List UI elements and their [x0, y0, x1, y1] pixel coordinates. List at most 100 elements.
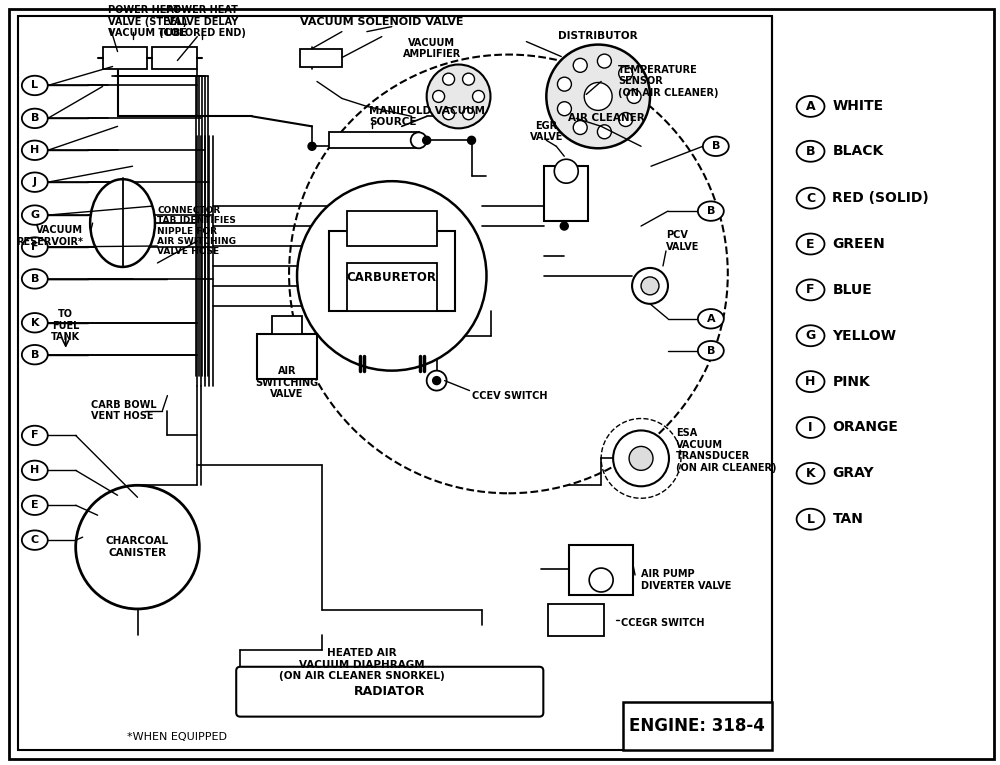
- Bar: [569, 545, 633, 595]
- Text: TEMPERATURE
SENSOR
(ON AIR CLEANER): TEMPERATURE SENSOR (ON AIR CLEANER): [618, 65, 719, 98]
- Bar: [548, 604, 604, 636]
- Circle shape: [627, 90, 641, 103]
- Text: F: F: [806, 283, 815, 296]
- Circle shape: [443, 73, 455, 85]
- Ellipse shape: [90, 179, 155, 267]
- Text: B: B: [31, 274, 39, 284]
- Text: BLACK: BLACK: [832, 145, 884, 158]
- Circle shape: [76, 485, 199, 609]
- Text: B: B: [707, 206, 715, 216]
- Circle shape: [641, 277, 659, 295]
- Ellipse shape: [22, 426, 48, 445]
- Text: B: B: [806, 145, 815, 158]
- Circle shape: [597, 54, 611, 68]
- Text: B: B: [707, 346, 715, 356]
- Text: B: B: [712, 142, 720, 151]
- Text: RADIATOR: RADIATOR: [354, 685, 426, 698]
- Text: A: A: [806, 100, 815, 113]
- Ellipse shape: [698, 201, 724, 221]
- Ellipse shape: [22, 237, 48, 257]
- Circle shape: [546, 44, 650, 148]
- Circle shape: [443, 108, 455, 119]
- Text: H: H: [30, 145, 39, 155]
- Text: G: G: [30, 210, 39, 220]
- Circle shape: [629, 447, 653, 470]
- Text: YELLOW: YELLOW: [832, 329, 896, 343]
- Ellipse shape: [797, 279, 825, 301]
- Text: VACUUM
AMPLIFIER: VACUUM AMPLIFIER: [403, 37, 461, 60]
- Circle shape: [573, 58, 587, 73]
- Ellipse shape: [797, 509, 825, 529]
- Bar: [623, 702, 772, 750]
- Text: E: E: [806, 237, 815, 250]
- Text: H: H: [805, 375, 816, 388]
- Ellipse shape: [22, 205, 48, 225]
- Text: DISTRIBUTOR: DISTRIBUTOR: [558, 31, 638, 41]
- Text: C: C: [806, 192, 815, 205]
- Text: HEATED AIR
VACUUM DIAPHRAGM
(ON AIR CLEANER SNORKEL): HEATED AIR VACUUM DIAPHRAGM (ON AIR CLEA…: [279, 648, 445, 682]
- Text: F: F: [31, 431, 39, 441]
- Bar: [329, 231, 455, 311]
- Ellipse shape: [797, 233, 825, 255]
- Ellipse shape: [698, 309, 724, 328]
- Ellipse shape: [22, 313, 48, 333]
- Ellipse shape: [797, 96, 825, 117]
- Circle shape: [427, 370, 447, 391]
- Text: CARBURETOR: CARBURETOR: [347, 272, 437, 285]
- Text: AIR
SWITCHING
VALVE: AIR SWITCHING VALVE: [256, 366, 319, 399]
- Circle shape: [463, 108, 475, 119]
- Text: ORANGE: ORANGE: [832, 421, 898, 435]
- Ellipse shape: [797, 463, 825, 483]
- Bar: [103, 47, 147, 69]
- Text: GREEN: GREEN: [832, 237, 885, 251]
- Text: *WHEN EQUIPPED: *WHEN EQUIPPED: [127, 731, 227, 741]
- Text: C: C: [31, 536, 39, 545]
- Circle shape: [584, 83, 612, 110]
- Bar: [257, 334, 317, 379]
- FancyBboxPatch shape: [236, 667, 543, 717]
- Text: H: H: [30, 465, 39, 475]
- Text: L: L: [807, 513, 815, 526]
- Text: WHITE: WHITE: [832, 99, 884, 113]
- Text: MANIFOLD VACUUM
SOURCE: MANIFOLD VACUUM SOURCE: [369, 106, 485, 127]
- Text: ENGINE: 318-4: ENGINE: 318-4: [629, 717, 765, 734]
- Circle shape: [557, 77, 571, 91]
- Circle shape: [613, 431, 669, 487]
- Bar: [347, 211, 437, 246]
- Text: CARB BOWL
VENT HOSE: CARB BOWL VENT HOSE: [91, 400, 156, 422]
- Circle shape: [433, 376, 441, 385]
- Text: RED (SOLID): RED (SOLID): [832, 191, 929, 205]
- Text: F: F: [31, 242, 39, 252]
- Circle shape: [597, 125, 611, 138]
- Text: POWER HEAT
VALVE DELAY
(COLORED END): POWER HEAT VALVE DELAY (COLORED END): [159, 5, 246, 38]
- Text: E: E: [31, 500, 39, 510]
- Circle shape: [473, 90, 484, 103]
- Ellipse shape: [22, 530, 48, 550]
- Ellipse shape: [22, 172, 48, 192]
- Circle shape: [468, 136, 476, 145]
- Text: CHARCOAL
CANISTER: CHARCOAL CANISTER: [106, 536, 169, 558]
- Ellipse shape: [22, 461, 48, 480]
- Text: K: K: [806, 467, 815, 480]
- Text: TO
FUEL
TANK: TO FUEL TANK: [51, 309, 80, 343]
- Bar: [329, 132, 419, 148]
- Circle shape: [427, 64, 490, 129]
- Circle shape: [632, 268, 668, 304]
- Text: G: G: [805, 329, 816, 342]
- Circle shape: [411, 132, 427, 148]
- Circle shape: [557, 102, 571, 116]
- Text: B: B: [31, 113, 39, 123]
- Circle shape: [619, 67, 633, 80]
- Ellipse shape: [797, 325, 825, 347]
- Circle shape: [560, 222, 568, 230]
- Ellipse shape: [797, 187, 825, 209]
- Text: ESA
VACUUM
TRANSDUCER
(ON AIR CLEANER): ESA VACUUM TRANSDUCER (ON AIR CLEANER): [676, 428, 776, 473]
- Text: GRAY: GRAY: [832, 467, 874, 480]
- Circle shape: [463, 73, 475, 85]
- Circle shape: [297, 181, 486, 370]
- Ellipse shape: [22, 109, 48, 128]
- Ellipse shape: [797, 371, 825, 392]
- Ellipse shape: [703, 137, 729, 156]
- Ellipse shape: [22, 496, 48, 515]
- Circle shape: [308, 142, 316, 150]
